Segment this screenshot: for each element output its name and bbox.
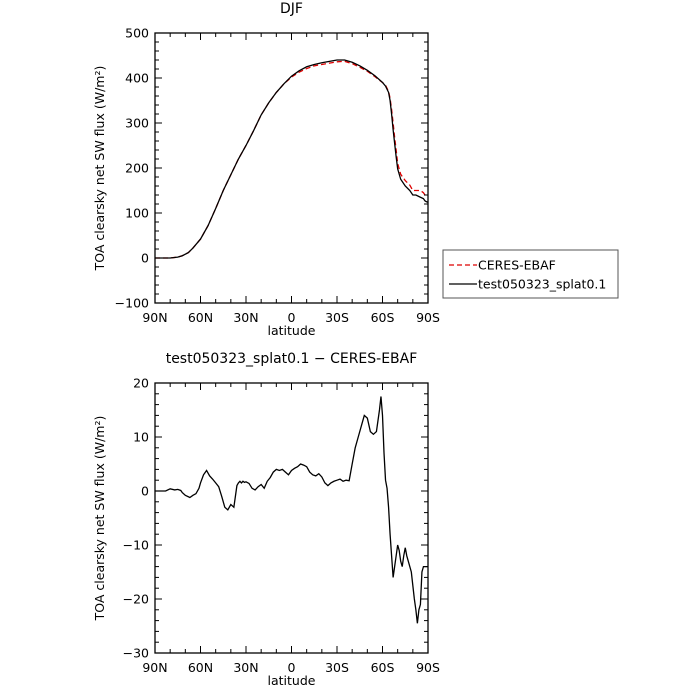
bottom-x-tick-label: 0	[288, 660, 296, 675]
bottom-series-line-0	[155, 396, 428, 624]
bottom-x-tick-label: 90S	[416, 660, 440, 675]
top-y-tick-label: 200	[125, 161, 149, 176]
bottom-y-tick-label: −30	[123, 646, 149, 661]
top-x-tick-label: 30S	[325, 310, 349, 325]
top-x-tick-label: 60N	[188, 310, 213, 325]
bottom-chart-title: test050323_splat0.1 − CERES-EBAF	[166, 351, 418, 367]
top-y-tick-label: 500	[125, 26, 149, 41]
legend-label-0: CERES-EBAF	[478, 258, 556, 273]
top-x-tick-label: 0	[288, 310, 296, 325]
top-x-tick-label: 90S	[416, 310, 440, 325]
bottom-x-tick-label: 60N	[188, 660, 213, 675]
top-y-tick-label: −100	[115, 296, 149, 311]
bottom-y-tick-label: −20	[123, 592, 149, 607]
top-y-tick-label: 0	[141, 251, 149, 266]
bottom-chart-panel: 90N 60N 30N 0 30S 60S 90S −30 −20 −10 0 10 20 test050…	[92, 351, 440, 688]
top-series-line-0	[155, 60, 428, 259]
legend-label-1: test050323_splat0.1	[478, 277, 606, 292]
bottom-x-tick-label: 90N	[142, 660, 167, 675]
bottom-y-tick-label: 0	[141, 484, 149, 499]
top-chart-title: DJF	[280, 1, 303, 17]
top-chart-panel: 90N 60N 30N 0 30S 60S 90S −100 0 100 200 300 400 500 D…	[92, 1, 619, 338]
top-y-tick-label: 100	[125, 206, 149, 221]
bottom-y-axis-label: TOA clearsky net SW flux (W/m²)	[92, 416, 107, 622]
bottom-y-tick-label: 10	[133, 430, 149, 445]
top-series-line-1	[155, 59, 428, 259]
top-x-tick-label: 90N	[142, 310, 167, 325]
bottom-x-tick-label: 60S	[371, 660, 395, 675]
top-x-tick-label: 30N	[233, 310, 258, 325]
bottom-y-tick-label: −10	[123, 538, 149, 553]
top-x-tick-label: 60S	[371, 310, 395, 325]
top-y-tick-label: 300	[125, 116, 149, 131]
legend-box	[442, 249, 619, 299]
bottom-x-axis-label: latitude	[268, 673, 316, 688]
bottom-x-tick-label: 30N	[233, 660, 258, 675]
bottom-y-tick-label: 20	[133, 376, 149, 391]
bottom-plot-frame	[154, 382, 429, 654]
top-plot-frame	[154, 32, 429, 304]
top-y-axis-label: TOA clearsky net SW flux (W/m²)	[92, 66, 107, 272]
bottom-x-tick-label: 30S	[325, 660, 349, 675]
top-y-tick-label: 400	[125, 71, 149, 86]
top-x-axis-label: latitude	[268, 323, 316, 338]
